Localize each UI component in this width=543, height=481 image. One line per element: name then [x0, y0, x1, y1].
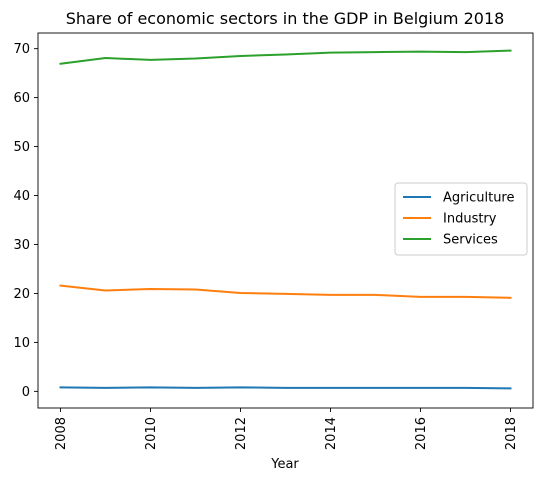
x-tick-label: 2008 [54, 417, 69, 450]
legend-box [394, 182, 528, 256]
chart-title: Share of economic sectors in the GDP in … [66, 9, 505, 28]
y-tick-label: 40 [13, 189, 30, 204]
y-tick-label: 0 [22, 385, 30, 400]
y-tick-label: 20 [13, 287, 30, 302]
legend-label: Services [443, 233, 498, 248]
y-tick-label: 30 [13, 238, 30, 253]
legend: Agriculture Industry Services [394, 182, 528, 256]
y-tick-label: 60 [13, 91, 30, 106]
x-tick-label: 2014 [324, 417, 339, 450]
series-line-agriculture [59, 386, 512, 390]
x-tick-label: 2010 [144, 417, 159, 450]
plot-area: 0 10 20 30 40 50 60 70 2008 2010 2012 2014 2016 2018 [13, 32, 534, 450]
x-axis-label: Year [270, 457, 299, 472]
x-tick-label: 2018 [504, 417, 519, 450]
plot-frame [37, 32, 534, 409]
x-tick-label: 2016 [414, 417, 429, 450]
legend-label: Industry [443, 212, 497, 227]
series-line-services [59, 49, 512, 65]
series-line-industry [59, 284, 512, 299]
y-tick-label: 10 [13, 336, 30, 351]
x-tick-label: 2012 [234, 417, 249, 450]
y-tick-label: 70 [13, 42, 30, 57]
y-tick-label: 50 [13, 140, 30, 155]
legend-label: Agriculture [443, 191, 515, 206]
